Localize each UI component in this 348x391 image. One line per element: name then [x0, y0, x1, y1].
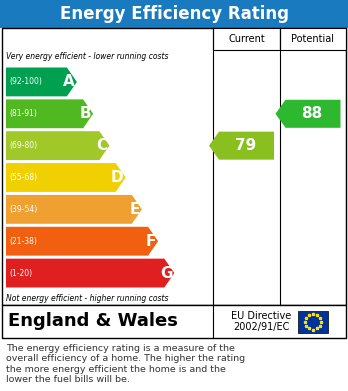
- Bar: [2, 28, 346, 305]
- Bar: [2, 305, 346, 338]
- Text: Current: Current: [228, 34, 265, 44]
- Text: England & Wales: England & Wales: [8, 312, 178, 330]
- Polygon shape: [6, 131, 109, 160]
- Polygon shape: [6, 68, 77, 96]
- Text: (92-100): (92-100): [9, 77, 42, 86]
- Polygon shape: [6, 258, 174, 287]
- Text: (39-54): (39-54): [9, 205, 37, 214]
- Text: E: E: [129, 202, 140, 217]
- Polygon shape: [6, 163, 126, 192]
- Polygon shape: [209, 132, 274, 160]
- Text: Energy Efficiency Rating: Energy Efficiency Rating: [60, 5, 288, 23]
- Polygon shape: [6, 227, 158, 256]
- Bar: [298, 310, 328, 332]
- Text: C: C: [96, 138, 108, 153]
- Bar: [280, 28, 346, 50]
- Text: Very energy efficient - lower running costs: Very energy efficient - lower running co…: [6, 52, 168, 61]
- Polygon shape: [6, 195, 142, 224]
- Text: EU Directive
2002/91/EC: EU Directive 2002/91/EC: [231, 311, 291, 332]
- Text: 79: 79: [235, 138, 256, 153]
- Text: 88: 88: [301, 106, 323, 121]
- Text: (1-20): (1-20): [9, 269, 32, 278]
- Text: (69-80): (69-80): [9, 141, 37, 150]
- Text: F: F: [146, 234, 156, 249]
- Text: Not energy efficient - higher running costs: Not energy efficient - higher running co…: [6, 294, 168, 303]
- Text: (55-68): (55-68): [9, 173, 37, 182]
- Text: (81-91): (81-91): [9, 109, 37, 118]
- Bar: [0, 0, 348, 28]
- Text: (21-38): (21-38): [9, 237, 37, 246]
- Text: B: B: [79, 106, 91, 121]
- Text: A: A: [63, 74, 75, 90]
- Polygon shape: [6, 99, 93, 128]
- Text: D: D: [111, 170, 124, 185]
- Bar: [213, 28, 280, 50]
- Text: The energy efficiency rating is a measure of the
overall efficiency of a home. T: The energy efficiency rating is a measur…: [6, 344, 245, 384]
- Polygon shape: [276, 100, 340, 128]
- Text: G: G: [160, 265, 172, 281]
- Text: Potential: Potential: [292, 34, 334, 44]
